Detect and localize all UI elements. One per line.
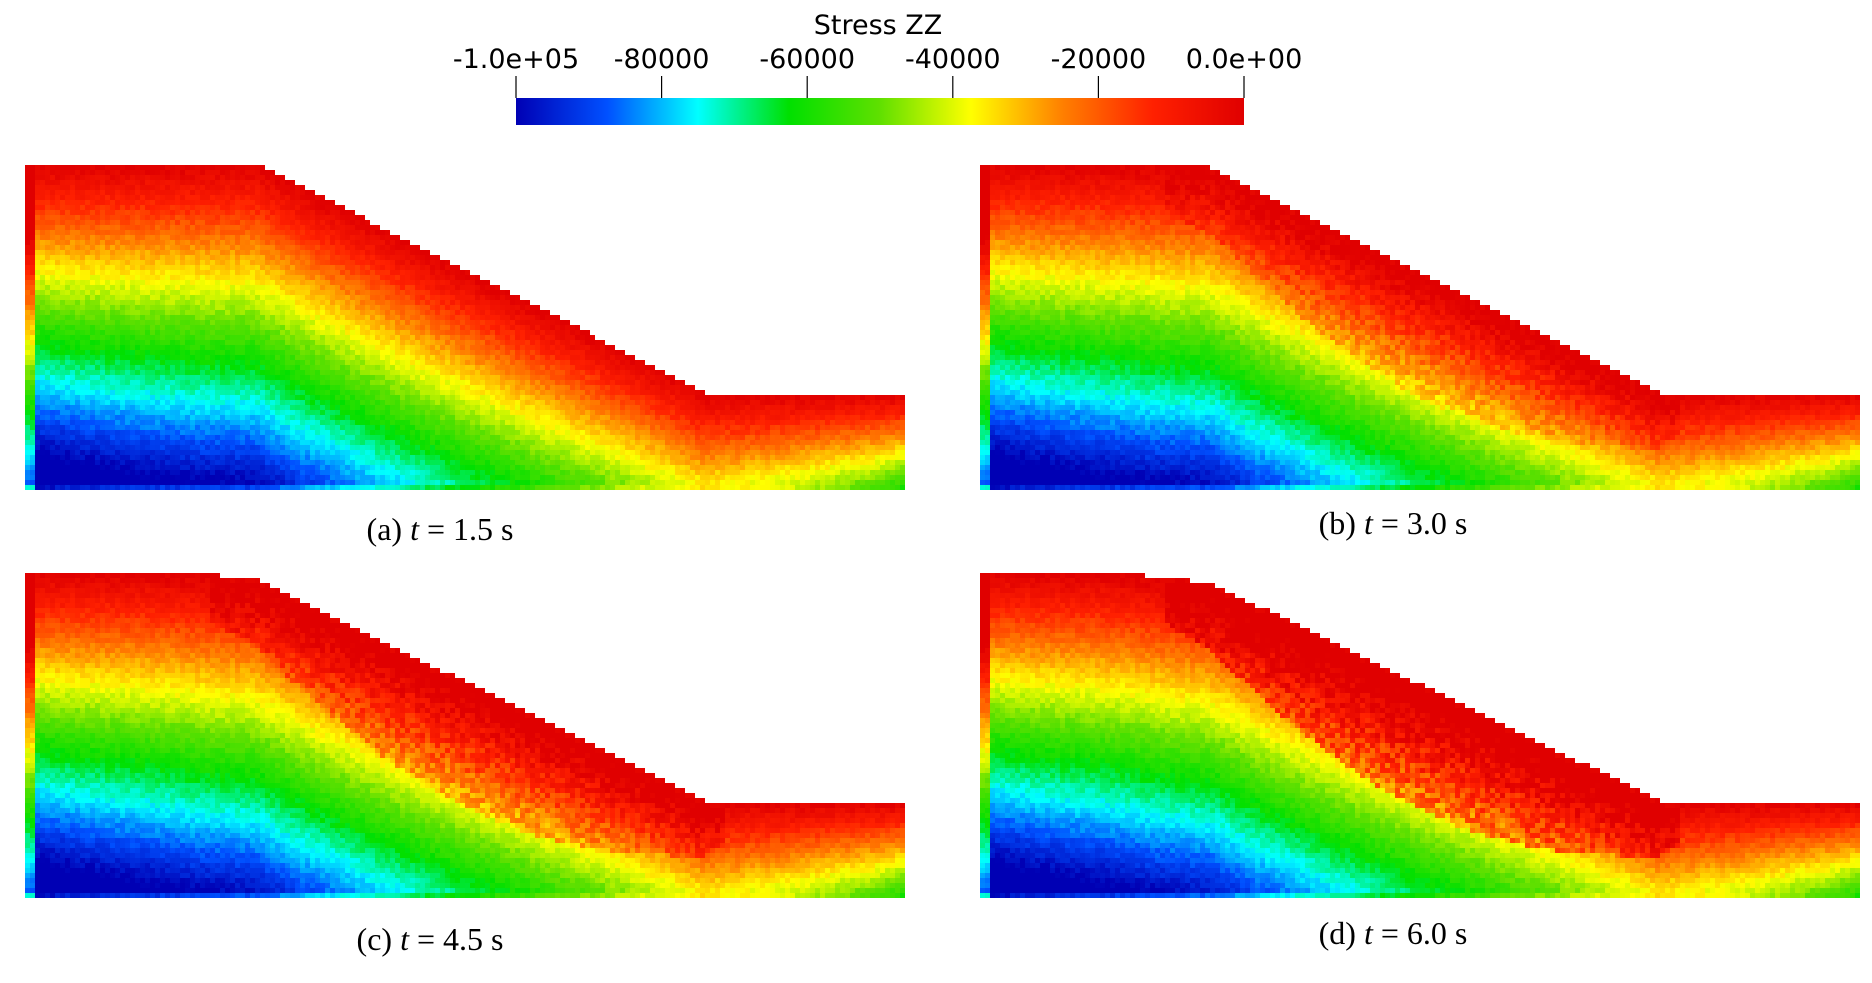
colorbar-ticks: -1.0e+05 -80000 -60000 -40000 -20000 0.0e+00 xyxy=(453,44,1302,98)
colorbar-tick-label: 0.0e+00 xyxy=(1186,44,1303,75)
colorbar-tick-label: -20000 xyxy=(1051,44,1147,75)
panel-c xyxy=(25,573,905,898)
caption-d-eq: = 6.0 s xyxy=(1373,915,1468,951)
caption-c-var: t xyxy=(400,921,410,957)
caption-c: (c) t = 4.5 s xyxy=(357,921,504,957)
caption-b: (b) t = 3.0 s xyxy=(1319,505,1468,541)
caption-b-var: t xyxy=(1364,505,1374,541)
caption-a-eq: = 1.5 s xyxy=(419,511,514,547)
caption-d-label: (d) xyxy=(1319,915,1356,951)
caption-c-label: (c) xyxy=(357,921,393,957)
caption-a-label: (a) xyxy=(367,511,403,547)
colorbar-tick-label: -40000 xyxy=(905,44,1001,75)
colorbar-bar xyxy=(516,98,1244,125)
caption-b-eq: = 3.0 s xyxy=(1373,505,1468,541)
colorbar-tick-label: -80000 xyxy=(614,44,710,75)
colorbar-tick-label: -1.0e+05 xyxy=(453,44,579,75)
panel-d xyxy=(980,573,1860,898)
colorbar-title: Stress ZZ xyxy=(814,10,943,41)
caption-d: (d) t = 6.0 s xyxy=(1319,915,1468,951)
caption-c-eq: = 4.5 s xyxy=(409,921,504,957)
caption-b-label: (b) xyxy=(1319,505,1356,541)
panel-a xyxy=(25,165,905,490)
caption-a-var: t xyxy=(410,511,420,547)
caption-a: (a) t = 1.5 s xyxy=(367,511,514,547)
colorbar-tick-label: -60000 xyxy=(759,44,855,75)
colorbar: Stress ZZ -1.0e+05 -80000 -60000 -40000 -200… xyxy=(453,10,1302,125)
caption-d-var: t xyxy=(1364,915,1374,951)
panel-b xyxy=(980,165,1860,490)
